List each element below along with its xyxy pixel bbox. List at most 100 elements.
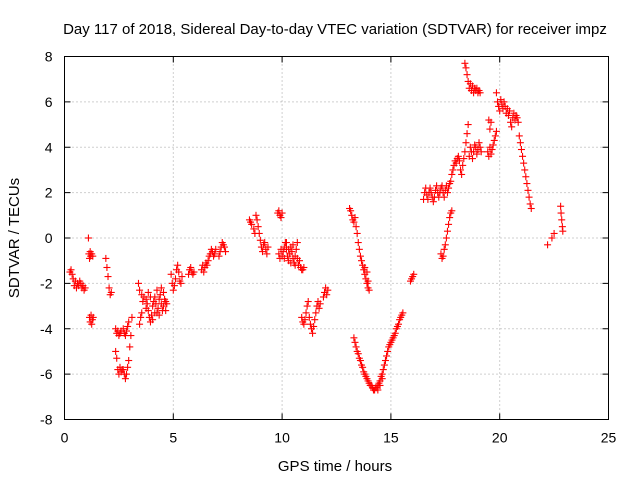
y-axis-title: SDTVAR / TECUs [6, 178, 23, 298]
data-point [440, 245, 448, 253]
data-point [458, 170, 466, 178]
data-point [454, 152, 462, 160]
data-point [123, 370, 131, 378]
data-point [429, 198, 437, 206]
data-point [352, 223, 360, 231]
data-point [301, 316, 309, 324]
data-point [89, 313, 97, 321]
data-point [356, 252, 364, 260]
data-point [312, 309, 320, 317]
data-point [302, 309, 310, 317]
data-point [550, 229, 558, 237]
y-tick-label: -6 [40, 366, 53, 382]
data-point [167, 270, 175, 278]
data-point [391, 329, 399, 337]
data-point [523, 180, 531, 188]
data-point [113, 354, 121, 362]
data-point [383, 352, 391, 360]
data-point [151, 309, 159, 317]
data-point [187, 263, 195, 271]
data-point [355, 245, 363, 253]
data-point [508, 123, 516, 131]
data-point [149, 316, 157, 324]
data-point [410, 270, 418, 278]
data-point [303, 302, 311, 310]
y-tick-label: 0 [45, 230, 53, 246]
data-point [441, 241, 449, 249]
data-point [455, 157, 463, 165]
data-point [378, 375, 386, 383]
data-point [516, 139, 524, 147]
data-point [359, 363, 367, 371]
data-point [361, 263, 369, 271]
data-point [443, 189, 451, 197]
data-point [126, 343, 134, 351]
data-point [123, 327, 131, 335]
y-tick-label: 6 [45, 94, 53, 110]
data-point [289, 241, 297, 249]
data-point [504, 111, 512, 119]
data-point [105, 284, 113, 292]
data-point [315, 304, 323, 312]
data-point [277, 214, 285, 222]
y-tick-label: 4 [45, 139, 53, 155]
data-point [352, 343, 360, 351]
data-point [144, 288, 152, 296]
data-point [350, 334, 358, 342]
data-point [264, 243, 272, 251]
data-point [446, 214, 454, 222]
data-point [220, 243, 228, 251]
data-point [439, 252, 447, 260]
x-tick-label: 25 [601, 430, 617, 446]
data-point [222, 248, 230, 256]
data-point [154, 304, 162, 312]
data-point [445, 184, 453, 192]
data-point [460, 155, 468, 163]
data-point [212, 245, 220, 253]
data-point [473, 150, 481, 158]
data-point [107, 288, 115, 296]
data-point [492, 127, 500, 135]
x-tick-label: 15 [383, 430, 399, 446]
data-point [142, 295, 150, 303]
data-point [171, 275, 179, 283]
data-point [252, 211, 260, 219]
data-point [178, 273, 186, 281]
data-point [248, 220, 256, 228]
data-point [67, 266, 75, 274]
data-point [300, 263, 308, 271]
data-point [525, 193, 533, 201]
data-point [364, 277, 372, 285]
data-point [461, 59, 469, 67]
x-tick-label: 20 [492, 430, 508, 446]
data-point [477, 148, 485, 156]
data-point [384, 347, 392, 355]
data-point [263, 250, 271, 258]
data-point [464, 121, 472, 129]
data-point [88, 320, 96, 328]
data-points [66, 59, 567, 394]
data-point [142, 304, 150, 312]
data-point [255, 229, 263, 237]
data-point [487, 150, 495, 158]
data-point [136, 286, 144, 294]
data-point [381, 357, 389, 365]
axis-ticks: 0 5 10 15 20 25 -8 -6 -4 -2 0 2 4 6 8 [40, 49, 616, 446]
data-point [520, 159, 528, 167]
data-point [203, 261, 211, 269]
data-point [548, 234, 556, 242]
data-point [347, 207, 355, 215]
data-point [351, 214, 359, 222]
data-point [68, 270, 76, 278]
data-point [461, 148, 469, 156]
data-point [134, 279, 142, 287]
data-point [137, 313, 145, 321]
data-point [351, 338, 359, 346]
data-point [211, 250, 219, 258]
data-point [399, 309, 407, 317]
data-point [261, 239, 269, 247]
data-point [121, 375, 129, 383]
grid-lines [64, 56, 609, 420]
data-point [190, 268, 198, 276]
